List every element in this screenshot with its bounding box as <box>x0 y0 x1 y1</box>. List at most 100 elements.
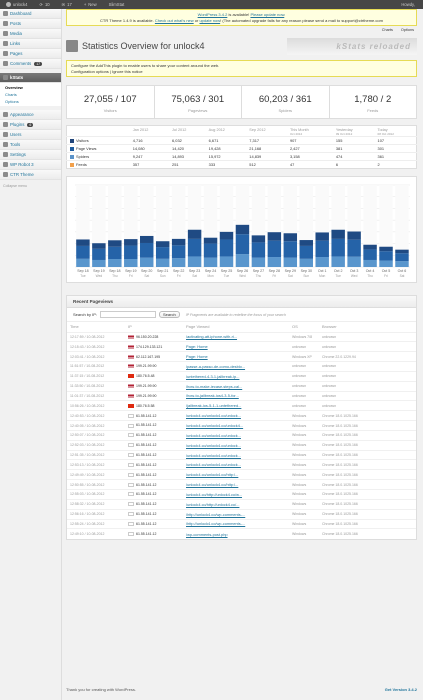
page-viewed-link[interactable]: /unlock4.co/unlock4.co/unlock4... <box>183 420 289 431</box>
ip-search-input[interactable] <box>100 311 157 318</box>
page-viewed-link[interactable]: /unlock4.co/unlock4.co/unlock... <box>183 429 289 441</box>
admin-bar-slimstat[interactable]: SlimStat <box>103 0 131 9</box>
charts-link[interactable]: Charts <box>381 28 393 32</box>
bar-spiders[interactable] <box>331 256 345 267</box>
wordpress-logo-icon[interactable] <box>6 2 11 7</box>
bar-visitors[interactable] <box>347 231 361 240</box>
sidebar-item-appearance[interactable]: Appearance <box>0 110 61 120</box>
page-viewed-link[interactable]: /http://unlock4.co/wp-comments-... <box>183 518 289 529</box>
bar-page-views[interactable] <box>155 247 170 259</box>
bar-spiders[interactable] <box>124 259 138 267</box>
bar-page-views[interactable] <box>379 251 393 261</box>
bar-spiders[interactable] <box>203 257 218 267</box>
page-viewed-link[interactable]: /unlock4.co/unlock4.co/unlock... <box>183 449 289 460</box>
bar-visitors[interactable] <box>171 238 186 246</box>
bar-visitors[interactable] <box>203 237 218 244</box>
bar-spiders[interactable] <box>299 258 313 267</box>
bar-spiders[interactable] <box>315 257 329 267</box>
bar-spiders[interactable] <box>92 259 106 267</box>
page-viewed-link[interactable]: /jailbreak-ios-5-1-1-untethered... <box>183 400 289 411</box>
bar-visitors[interactable] <box>219 231 234 240</box>
bar-spiders[interactable] <box>108 259 122 267</box>
submenu-overview[interactable]: Overview <box>5 85 23 90</box>
admin-bar-site[interactable]: unlock4 <box>0 0 33 9</box>
bar-page-views[interactable] <box>347 239 361 257</box>
bar-visitors[interactable] <box>235 224 250 235</box>
page-viewed-link[interactable]: /unlock4.co/unlock4.co/unlock... <box>183 459 289 470</box>
bar-page-views[interactable] <box>251 242 266 258</box>
submenu-charts[interactable]: Charts <box>5 92 17 97</box>
bar-spiders[interactable] <box>363 259 377 267</box>
page-viewed-link[interactable]: /unlock4.co/unlock4.co/unlock... <box>183 439 289 451</box>
bar-visitors[interactable] <box>363 244 377 250</box>
bar-page-views[interactable] <box>283 241 298 258</box>
configuration-options-link[interactable]: Configuration options <box>71 68 109 74</box>
page-viewed-link[interactable]: Page: Home <box>183 351 289 362</box>
bar-page-views[interactable] <box>187 238 202 257</box>
sidebar-item-media[interactable]: Media <box>0 29 61 39</box>
bar-page-views[interactable] <box>203 243 218 258</box>
sidebar-item-dashboard[interactable]: Dashboard <box>0 9 61 19</box>
collapse-menu-button[interactable]: Collapse menu <box>3 184 27 188</box>
admin-bar-new[interactable]: + New <box>78 0 103 9</box>
bar-spiders[interactable] <box>395 261 409 267</box>
bar-visitors[interactable] <box>251 235 266 243</box>
wordpress-version-link[interactable]: WordPress 3.4.2 <box>197 12 228 17</box>
bar-spiders[interactable] <box>140 257 154 267</box>
search-button[interactable]: Search <box>159 311 180 318</box>
bar-spiders[interactable] <box>283 257 298 267</box>
bar-page-views[interactable] <box>171 245 186 259</box>
bar-spiders[interactable] <box>171 258 186 267</box>
bar-visitors[interactable] <box>299 240 313 246</box>
bar-page-views[interactable] <box>267 240 282 258</box>
bar-page-views[interactable] <box>219 239 234 257</box>
admin-bar-account[interactable]: Howdy, <box>395 0 423 9</box>
page-viewed-link[interactable]: /unlock4.co/unlock4.co/http:/... <box>183 469 289 480</box>
bar-visitors[interactable] <box>395 249 409 254</box>
sidebar-item-users[interactable]: Users <box>0 130 61 140</box>
bar-spiders[interactable] <box>267 257 282 267</box>
bar-visitors[interactable] <box>331 229 345 239</box>
admin-bar-updates[interactable]: ⟳ 10 <box>33 0 55 9</box>
sidebar-item-kstats[interactable]: kStats <box>0 73 61 83</box>
bar-spiders[interactable] <box>155 258 170 267</box>
whats-new-link[interactable]: Check out what's new <box>154 17 194 23</box>
page-viewed-link[interactable]: /unlock4.co/unlock4.co/unlock... <box>183 410 289 421</box>
bar-spiders[interactable] <box>235 254 250 267</box>
bar-page-views[interactable] <box>299 245 313 259</box>
bar-page-views[interactable] <box>76 245 90 259</box>
bar-page-views[interactable] <box>92 248 106 260</box>
bar-visitors[interactable] <box>283 233 298 242</box>
bar-visitors[interactable] <box>315 232 329 241</box>
ignore-notice-link[interactable]: Ignore this notice <box>112 68 143 74</box>
page-viewed-link[interactable]: /unlock4.co/unlock4.co/http:/... <box>183 479 289 490</box>
bar-spiders[interactable] <box>347 256 361 267</box>
sidebar-item-plugins[interactable]: Plugins 6 <box>0 120 61 130</box>
bar-spiders[interactable] <box>251 257 266 267</box>
bar-page-views[interactable] <box>315 240 329 258</box>
sidebar-item-links[interactable]: Links <box>0 39 61 49</box>
bar-visitors[interactable] <box>108 240 122 247</box>
page-viewed-link[interactable]: /activating-att-iphone-with-ri... <box>183 331 289 342</box>
page-viewed-link[interactable]: /unlock4.co/http://unlock4.co/w... <box>183 489 289 500</box>
sidebar-item-pages[interactable]: Pages <box>0 49 61 59</box>
admin-bar-comments[interactable]: ✉ 17 <box>56 0 78 9</box>
sidebar-item-wp-robot-3[interactable]: WP Robot 3 <box>0 160 61 170</box>
page-viewed-link[interactable]: /http://unlock4.co/wp-comments-... <box>183 508 289 520</box>
sidebar-item-tools[interactable]: Tools <box>0 140 61 150</box>
bar-visitors[interactable] <box>76 239 90 246</box>
footer-version-link[interactable]: Get Version 3.4.2 <box>384 687 417 692</box>
bar-page-views[interactable] <box>363 249 377 260</box>
bar-page-views[interactable] <box>108 246 122 260</box>
bar-spiders[interactable] <box>187 256 202 267</box>
page-viewed-link[interactable]: /how-to-jailbreak-ios4-3-5-for... <box>183 390 289 401</box>
page-viewed-link[interactable]: /how-to-make-iecase-steps-cal... <box>183 380 289 392</box>
update-now-link[interactable]: Please update now <box>250 12 285 17</box>
bar-visitors[interactable] <box>187 229 202 239</box>
page-viewed-link[interactable]: /untethered-4-3-1-jailbreak-ip... <box>183 370 289 382</box>
page-viewed-link[interactable]: /wp-comments-post.php <box>183 528 289 539</box>
bar-page-views[interactable] <box>124 245 138 260</box>
bar-page-views[interactable] <box>140 242 154 258</box>
update-theme-link[interactable]: update now <box>199 17 221 23</box>
bar-page-views[interactable] <box>395 253 409 262</box>
